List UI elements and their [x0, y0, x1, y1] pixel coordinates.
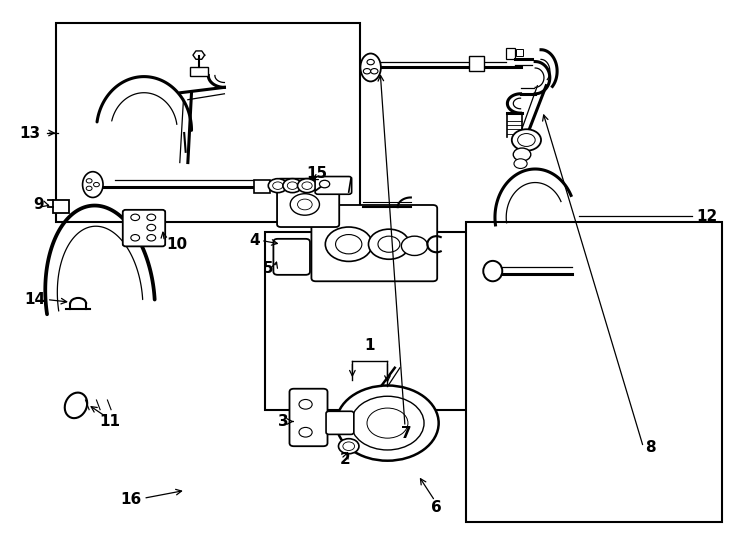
Circle shape: [343, 442, 355, 450]
Bar: [190, 67, 208, 76]
Text: 5: 5: [263, 261, 273, 276]
Circle shape: [272, 182, 283, 190]
Bar: [53, 200, 69, 213]
Text: 4: 4: [249, 233, 260, 248]
Circle shape: [401, 236, 428, 255]
Text: 1: 1: [365, 338, 375, 353]
Text: 15: 15: [307, 166, 328, 181]
Circle shape: [297, 199, 312, 210]
Circle shape: [299, 427, 312, 437]
Circle shape: [517, 133, 535, 146]
Text: 2: 2: [340, 451, 350, 467]
FancyBboxPatch shape: [277, 179, 339, 227]
Circle shape: [325, 227, 372, 261]
Text: 11: 11: [99, 414, 120, 429]
Circle shape: [283, 179, 302, 193]
Circle shape: [351, 396, 424, 450]
Circle shape: [371, 69, 378, 74]
Text: 12: 12: [696, 209, 717, 224]
Circle shape: [290, 194, 319, 215]
Circle shape: [131, 234, 139, 241]
Circle shape: [319, 180, 330, 188]
Text: 10: 10: [166, 237, 187, 252]
Bar: [506, 48, 515, 59]
Text: 8: 8: [645, 440, 655, 455]
Bar: [469, 56, 484, 71]
Bar: [265, 232, 473, 410]
Circle shape: [147, 234, 156, 241]
Text: 16: 16: [120, 492, 142, 508]
Text: 13: 13: [20, 125, 41, 140]
FancyBboxPatch shape: [273, 239, 310, 275]
Bar: [57, 23, 360, 221]
Circle shape: [363, 69, 371, 74]
Circle shape: [378, 236, 400, 252]
Bar: [254, 180, 270, 193]
Bar: [465, 221, 722, 523]
FancyBboxPatch shape: [123, 210, 165, 246]
Circle shape: [338, 438, 359, 454]
Ellipse shape: [65, 393, 87, 418]
Circle shape: [297, 179, 316, 193]
Circle shape: [367, 408, 408, 438]
Ellipse shape: [483, 261, 502, 281]
Ellipse shape: [360, 53, 381, 82]
Circle shape: [513, 148, 531, 161]
Circle shape: [147, 214, 156, 220]
Circle shape: [131, 214, 139, 220]
Circle shape: [368, 229, 410, 259]
Text: 6: 6: [431, 500, 442, 515]
Circle shape: [367, 59, 374, 65]
FancyBboxPatch shape: [315, 177, 352, 194]
Text: 3: 3: [278, 414, 288, 429]
Text: 14: 14: [24, 292, 46, 307]
Circle shape: [336, 386, 439, 461]
Circle shape: [86, 179, 92, 183]
FancyBboxPatch shape: [289, 389, 327, 446]
Text: 7: 7: [401, 427, 412, 441]
Circle shape: [299, 400, 312, 409]
Circle shape: [147, 224, 156, 231]
Circle shape: [93, 183, 99, 187]
Circle shape: [302, 182, 312, 190]
FancyBboxPatch shape: [311, 205, 437, 281]
Circle shape: [269, 179, 287, 193]
Circle shape: [514, 159, 527, 168]
Circle shape: [86, 186, 92, 191]
Circle shape: [335, 234, 362, 254]
Circle shape: [287, 182, 297, 190]
Bar: [516, 49, 523, 56]
Circle shape: [512, 129, 541, 151]
Text: 9: 9: [33, 197, 44, 212]
Ellipse shape: [82, 172, 103, 198]
FancyBboxPatch shape: [326, 411, 354, 434]
